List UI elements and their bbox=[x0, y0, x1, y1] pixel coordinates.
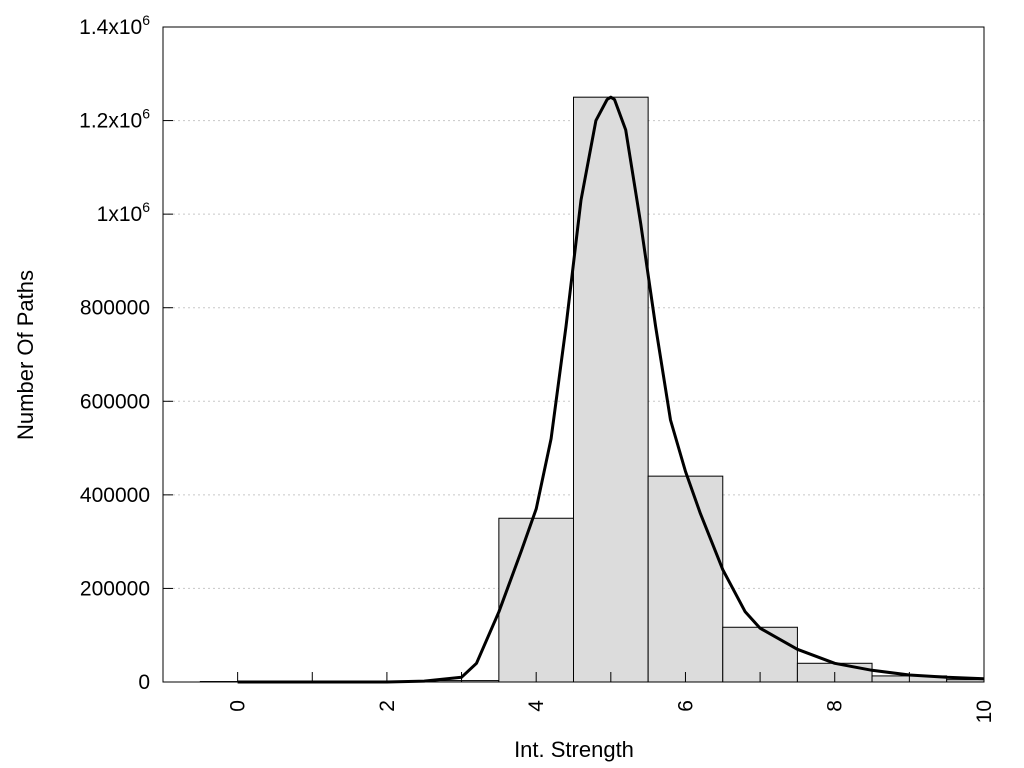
bar-6 bbox=[647, 475, 724, 683]
plot-frame bbox=[162, 26, 985, 683]
x-tick-label-4: 8 bbox=[824, 700, 847, 712]
x-tick-label-5: 10 bbox=[973, 700, 996, 723]
y-tick-label-0: 0 bbox=[138, 671, 150, 694]
x-tick-label-2: 4 bbox=[525, 700, 548, 712]
y-axis-title: Number Of Paths bbox=[13, 270, 38, 440]
y-tick-label-5: 1x106 bbox=[97, 199, 151, 226]
y-axis-ticks: 0 200000 400000 600000 800000 1x106 1.2x106 1.4… bbox=[79, 12, 173, 694]
x-tick-label-0: 0 bbox=[227, 700, 250, 712]
y-tick-label-4: 800000 bbox=[80, 297, 150, 320]
y-tick-label-1: 200000 bbox=[80, 577, 150, 600]
x-axis-title: Int. Strength bbox=[514, 737, 634, 762]
y-tick-label-3: 600000 bbox=[80, 390, 150, 413]
x-tick-label-1: 2 bbox=[376, 700, 399, 712]
bar-4 bbox=[498, 517, 575, 683]
bars bbox=[199, 96, 985, 683]
fit-curve-line bbox=[237, 95, 985, 684]
y-tick-label-2: 400000 bbox=[80, 484, 150, 507]
fit-curve bbox=[237, 95, 985, 684]
y-tick-label-6: 1.2x106 bbox=[79, 106, 150, 133]
y-tick-label-7: 1.4x106 bbox=[79, 12, 150, 39]
x-tick-label-3: 6 bbox=[674, 700, 697, 712]
x-axis-ticks: 0 2 4 6 8 10 bbox=[227, 672, 996, 723]
